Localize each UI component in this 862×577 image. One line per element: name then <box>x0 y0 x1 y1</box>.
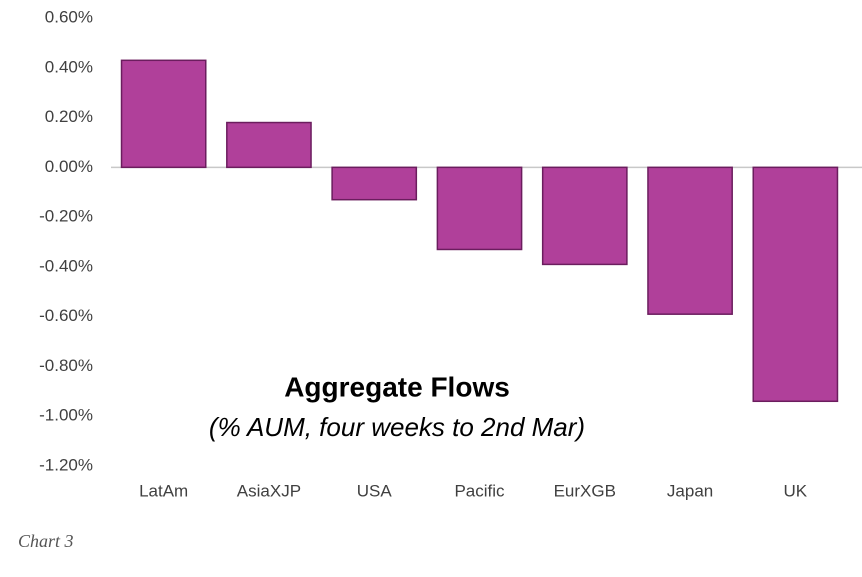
y-tick-label: -1.20% <box>39 455 93 474</box>
x-tick-label: Pacific <box>454 481 505 500</box>
x-tick-label: LatAm <box>139 481 188 500</box>
chart-subtitle: (% AUM, four weeks to 2nd Mar) <box>209 412 585 442</box>
y-tick-label: 0.60% <box>45 7 93 26</box>
bar <box>120 59 207 169</box>
x-tick-label: AsiaXJP <box>237 481 301 500</box>
x-tick-label: Japan <box>667 481 713 500</box>
bar <box>541 166 628 266</box>
caption: Chart 3 <box>18 531 74 551</box>
bar <box>436 166 523 251</box>
y-tick-label: 0.00% <box>45 157 93 176</box>
y-tick-label: -0.20% <box>39 207 93 226</box>
chart-title: Aggregate Flows <box>284 371 510 402</box>
bar <box>752 166 839 403</box>
y-tick-label: 0.40% <box>45 57 93 76</box>
bar <box>647 166 733 315</box>
y-tick-label: -1.00% <box>39 406 93 425</box>
y-tick-label: -0.80% <box>39 356 93 375</box>
y-tick-label: -0.40% <box>39 256 93 275</box>
x-tick-label: EurXGB <box>554 481 616 500</box>
bar <box>331 166 418 201</box>
y-tick-label: -0.60% <box>39 306 93 325</box>
x-tick-label: UK <box>784 481 808 500</box>
y-tick-label: 0.20% <box>45 107 93 126</box>
x-tick-label: USA <box>357 481 393 500</box>
bar <box>226 121 312 169</box>
